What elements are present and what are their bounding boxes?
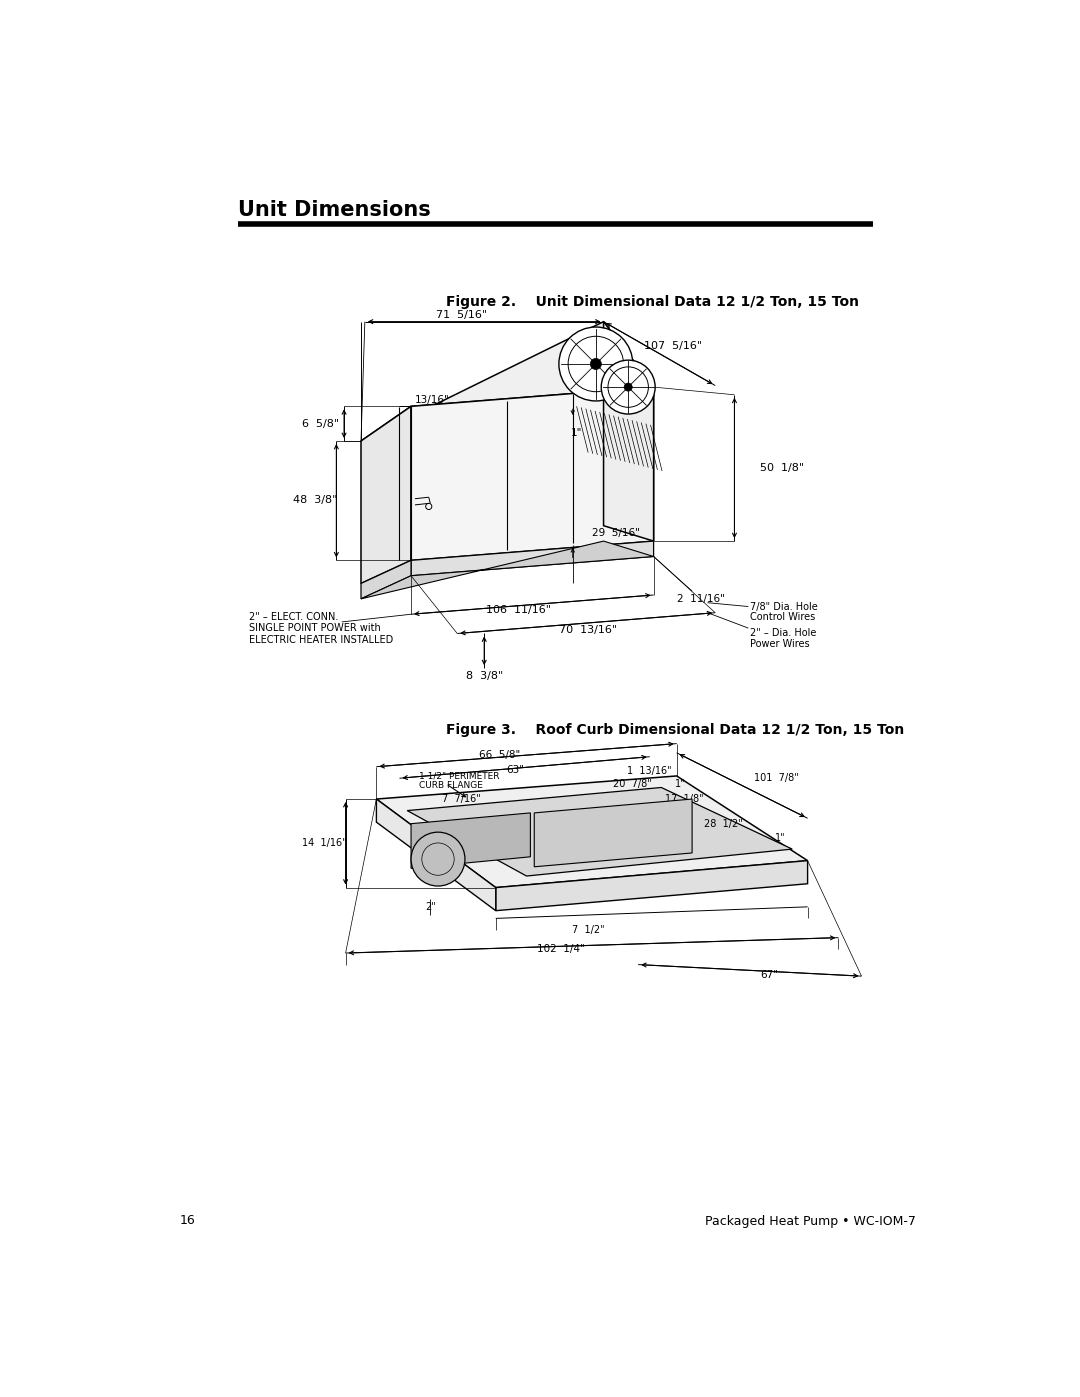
Text: Power Wires: Power Wires [750, 638, 810, 648]
Text: SUPPLY: SUPPLY [593, 827, 630, 837]
Text: 48  3/8": 48 3/8" [293, 496, 337, 506]
Polygon shape [407, 788, 793, 876]
Circle shape [558, 327, 633, 401]
Text: 16: 16 [180, 1214, 195, 1228]
Circle shape [411, 833, 465, 886]
Text: 2  11/16": 2 11/16" [677, 594, 725, 604]
Text: 29  5/16": 29 5/16" [592, 528, 639, 538]
Polygon shape [604, 321, 653, 541]
Text: ELECTRIC HEATER INSTALLED: ELECTRIC HEATER INSTALLED [249, 634, 393, 644]
Text: 2": 2" [424, 902, 435, 912]
Text: 8  3/8": 8 3/8" [465, 671, 503, 680]
Circle shape [624, 383, 632, 391]
Text: 102  1/4": 102 1/4" [538, 944, 585, 954]
Text: 7  7/16": 7 7/16" [442, 793, 481, 805]
Polygon shape [361, 321, 653, 441]
Text: Figure 3.    Roof Curb Dimensional Data 12 1/2 Ton, 15 Ton: Figure 3. Roof Curb Dimensional Data 12 … [446, 722, 904, 736]
Text: Packaged Heat Pump • WC-IOM-7: Packaged Heat Pump • WC-IOM-7 [704, 1214, 916, 1228]
Text: 28  1/2": 28 1/2" [703, 819, 742, 828]
Text: 107  5/16": 107 5/16" [644, 341, 702, 351]
Text: 67": 67" [760, 970, 778, 979]
Text: 7/8" Dia. Hole: 7/8" Dia. Hole [750, 602, 818, 612]
Text: 1": 1" [675, 778, 686, 789]
Polygon shape [411, 813, 530, 869]
Text: Unit Dimensions: Unit Dimensions [238, 200, 431, 219]
Text: 50  1/8": 50 1/8" [760, 462, 804, 474]
Text: 1 1/2" PERIMETER: 1 1/2" PERIMETER [419, 771, 499, 781]
Text: 14  1/16": 14 1/16" [302, 838, 347, 848]
Polygon shape [377, 799, 496, 911]
Text: Control Wires: Control Wires [750, 612, 815, 622]
Polygon shape [361, 407, 411, 584]
Polygon shape [535, 799, 692, 866]
Polygon shape [411, 387, 653, 560]
Text: RETURN: RETURN [448, 827, 490, 837]
Text: 2" – ELECT. CONN.: 2" – ELECT. CONN. [249, 612, 339, 622]
Text: 6  5/8": 6 5/8" [302, 419, 339, 429]
Text: 1": 1" [571, 429, 582, 439]
Text: CURB FLANGE: CURB FLANGE [419, 781, 483, 791]
Circle shape [602, 360, 656, 414]
Text: 17  1/8": 17 1/8" [665, 793, 704, 805]
Text: 101  7/8": 101 7/8" [754, 774, 798, 784]
Text: 63": 63" [507, 764, 524, 775]
Text: 2" – Dia. Hole: 2" – Dia. Hole [750, 629, 816, 638]
Text: SINGLE POINT POWER with: SINGLE POINT POWER with [249, 623, 381, 633]
Text: 1": 1" [775, 833, 786, 842]
Text: 13/16": 13/16" [415, 395, 449, 405]
Text: 1  13/16": 1 13/16" [627, 766, 672, 775]
Polygon shape [411, 541, 653, 576]
Text: Figure 2.    Unit Dimensional Data 12 1/2 Ton, 15 Ton: Figure 2. Unit Dimensional Data 12 1/2 T… [446, 295, 859, 309]
Text: 55  1/2": 55 1/2" [592, 816, 631, 826]
Polygon shape [496, 861, 808, 911]
Text: 71  5/16": 71 5/16" [435, 310, 487, 320]
Circle shape [591, 359, 602, 370]
Text: 20  7/8": 20 7/8" [613, 778, 652, 789]
Text: 7  1/2": 7 1/2" [571, 925, 605, 935]
Polygon shape [361, 560, 411, 599]
Text: 106  11/16": 106 11/16" [486, 605, 552, 616]
Polygon shape [361, 541, 653, 599]
Text: 66  5/8": 66 5/8" [478, 750, 521, 760]
Polygon shape [377, 775, 808, 887]
Text: 70  13/16": 70 13/16" [559, 624, 617, 634]
